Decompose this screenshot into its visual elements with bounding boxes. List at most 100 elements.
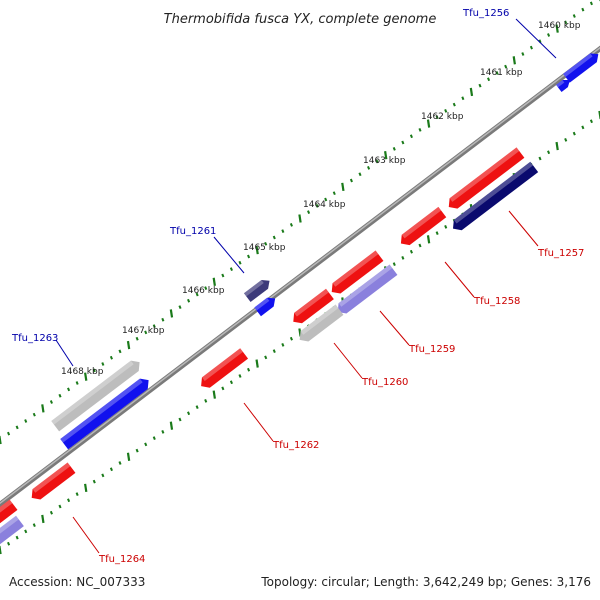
outer-tick (41, 404, 45, 413)
inner-tick (49, 510, 53, 515)
gene-label-tfu-1262[interactable]: Tfu_1262 (272, 440, 319, 451)
inner-tick (58, 504, 62, 509)
inner-tick (281, 343, 285, 347)
outer-tick (152, 324, 156, 328)
outer-tick (281, 229, 285, 234)
outer-tick (126, 340, 131, 350)
gene-feature-tfu-1264[interactable] (31, 462, 76, 500)
outer-tick (341, 182, 345, 192)
inner-tick (15, 535, 19, 540)
inner-tick (75, 492, 79, 496)
gene-feature-tfu-1262-highlight (201, 348, 243, 381)
gene-feature-tfu-1263b[interactable] (60, 378, 149, 450)
outer-tick (349, 178, 353, 183)
outer-tick (324, 197, 328, 202)
outer-tick (298, 214, 302, 223)
gene-feature-tfu-1265-highlight (0, 499, 13, 513)
outer-tick (409, 134, 413, 139)
inner-tick (0, 545, 2, 555)
gene-label-tfu-1260[interactable]: Tfu_1260 (361, 377, 408, 388)
gene-feature-tfu-1265b[interactable] (0, 515, 24, 545)
gene-feature-tfu-1256b[interactable] (556, 79, 570, 93)
scale-label-1466: 1466 kbp (182, 286, 225, 296)
outer-tick (92, 368, 96, 373)
outer-tick (452, 102, 456, 107)
outer-tick (7, 431, 11, 436)
inner-tick (589, 119, 593, 124)
outer-tick (15, 425, 19, 430)
gene-label-tfu-1258[interactable]: Tfu_1258 (473, 296, 520, 307)
inner-tick (221, 386, 225, 391)
gene-feature-tfu-1258[interactable] (400, 206, 447, 246)
scale-label-1464: 1464 kbp (303, 200, 346, 210)
outer-tick (169, 309, 174, 318)
scale-label-1460: 1460 kbp (538, 21, 581, 31)
gene-feature-tfu-1261b[interactable] (254, 297, 276, 317)
gene-label-tfu-1259[interactable]: Tfu_1259 (408, 344, 455, 355)
outer-tick (187, 298, 191, 303)
gene-feature-tfu-1262[interactable] (201, 348, 249, 388)
outer-tick (247, 254, 251, 259)
gene-feature-tfu-1263[interactable] (51, 360, 140, 432)
gene-label-tfu-1264[interactable]: Tfu_1264 (98, 554, 145, 565)
gene-feature-tfu-1256-highlight (563, 53, 593, 77)
gene-feature-tfu-1258-highlight (401, 206, 442, 239)
scale-label-1462: 1462 kbp (421, 112, 464, 122)
inner-tick (444, 224, 448, 229)
inner-tick (169, 421, 174, 430)
outer-tick (495, 71, 499, 75)
outer-tick (84, 372, 88, 381)
outer-tick (521, 52, 525, 56)
gene-feature-tfu-1265[interactable] (0, 499, 18, 525)
gene-feature-tfu-1259-highlight (332, 250, 379, 287)
outer-tick (49, 400, 53, 404)
outer-tick (487, 77, 491, 82)
inner-tick (229, 380, 233, 385)
inner-tick (401, 256, 405, 260)
inner-tick (555, 141, 559, 151)
gene-feature-tfu-1256[interactable] (563, 53, 599, 83)
gene-label-tfu-1256[interactable]: Tfu_1256 (462, 8, 509, 19)
outer-tick (478, 83, 482, 88)
outer-tick (255, 245, 259, 255)
outer-tick (401, 140, 405, 145)
gene-feature-tfu-1257[interactable] (448, 147, 525, 209)
outer-tick (161, 317, 165, 322)
inner-tick (178, 417, 182, 422)
inner-tick (264, 355, 268, 360)
gene-feature-tfu-1261[interactable] (243, 279, 270, 303)
inner-tick (435, 231, 439, 235)
outer-tick (135, 336, 139, 341)
gene-label-tfu-1257[interactable]: Tfu_1257 (537, 248, 584, 259)
outer-tick (238, 260, 242, 265)
gene-feature-tfu-1260b[interactable] (299, 304, 344, 342)
map-title: Thermobifida fusca YX, complete genome (164, 12, 437, 27)
gene-feature-tfu-1259[interactable] (331, 250, 384, 294)
gene-label-tfu-1263[interactable]: Tfu_1263 (11, 333, 58, 344)
inner-tick (564, 137, 568, 142)
outer-tick (426, 119, 431, 128)
inner-tick (572, 131, 576, 136)
outer-tick (555, 24, 559, 33)
inner-tick (92, 479, 96, 484)
outer-tick (375, 159, 379, 164)
inner-tick (538, 156, 542, 161)
outer-tick (289, 222, 293, 227)
scale-label-1467: 1467 kbp (122, 326, 165, 336)
gene-feature-tfu-1257b-highlight (453, 161, 534, 224)
gene-feature-tfu-1257b[interactable] (452, 161, 539, 231)
genome-backbone (0, 45, 600, 508)
genome-summary-text: Topology: circular; Length: 3,642,249 bp… (260, 575, 591, 589)
inner-tick (32, 523, 36, 528)
outer-tick (581, 7, 585, 12)
inner-tick (392, 262, 396, 267)
outer-tick (358, 172, 362, 177)
outer-tick (24, 419, 28, 423)
gene-feature-tfu-1260[interactable] (293, 288, 334, 324)
gene-feature-tfu-1259b[interactable] (337, 264, 398, 314)
outer-tick (229, 267, 233, 271)
outer-tick (0, 435, 2, 445)
inner-tick (581, 125, 585, 130)
gene-label-tfu-1261[interactable]: Tfu_1261 (169, 226, 216, 237)
outer-tick (195, 292, 199, 297)
